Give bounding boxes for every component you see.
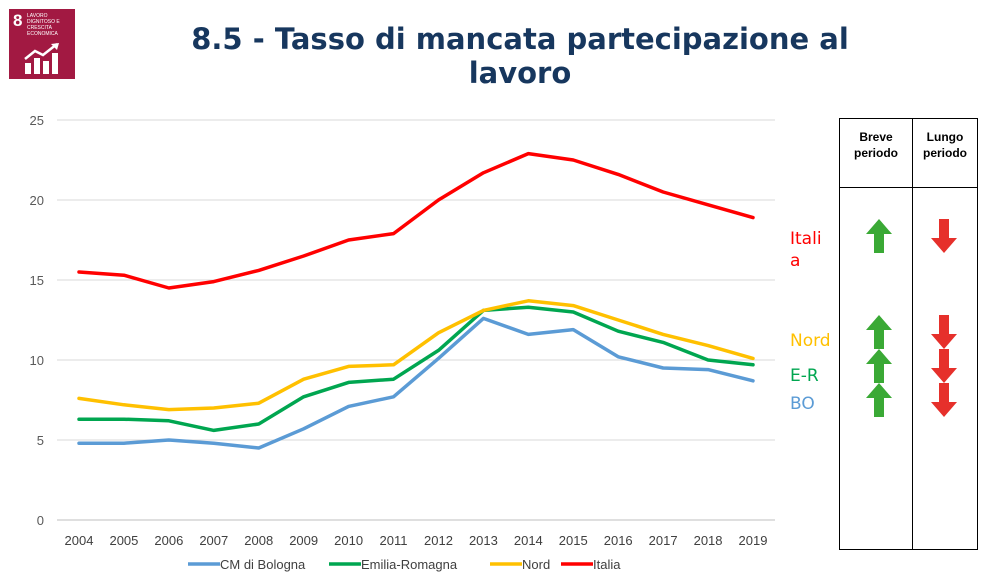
sdg-8-logo: 8 LAVORO DIGNITOSO E CRESCITA ECONOMICA (9, 9, 75, 79)
y-tick-label: 20 (30, 193, 44, 208)
series-line-italia (77, 151, 755, 290)
x-tick-label: 2004 (65, 533, 94, 548)
legend-label: Emilia-Romagna (361, 557, 458, 572)
label-bo: BO (790, 394, 815, 414)
label-er: E-R (790, 366, 819, 386)
x-tick-label: 2011 (380, 533, 408, 548)
x-tick-label: 2005 (109, 533, 138, 548)
series-line-nord (77, 299, 755, 412)
series-line-emilia-romagna (77, 305, 755, 433)
logo-number: 8 (13, 11, 23, 30)
line-chart: 0 5 10 15 20 25 2004 2005 2006 2007 2008 2009 2010 2… (30, 113, 775, 572)
x-tick-label: 2012 (424, 533, 453, 548)
x-tick-label: 2008 (244, 533, 273, 548)
header-breve-2: periodo (854, 146, 898, 160)
arrow-up-icon (866, 315, 892, 353)
y-tick-label: 5 (37, 433, 44, 448)
x-tick-label: 2013 (469, 533, 498, 548)
arrow-up-icon (866, 349, 892, 387)
arrow-down-icon (931, 383, 957, 421)
arrow-down-icon (931, 315, 957, 353)
x-tick-label: 2015 (559, 533, 588, 548)
legend-label: Nord (522, 557, 550, 572)
label-italia-2: a (790, 251, 801, 271)
y-tick-label: 15 (30, 273, 44, 288)
header-breve-periodo: Breve periodo (840, 129, 912, 161)
x-tick-label: 2018 (694, 533, 723, 548)
arrow-up-icon (866, 219, 892, 257)
x-tick-label: 2014 (514, 533, 543, 548)
page-title: 8.5 - Tasso di mancata partecipazione al… (191, 22, 849, 90)
header-lungo-1: Lungo (926, 130, 964, 144)
x-tick-label: 2006 (154, 533, 183, 548)
y-tick-label: 25 (30, 113, 44, 128)
legend-label: Italia (593, 557, 621, 572)
y-tick-label: 0 (37, 513, 44, 528)
x-tick-label: 2009 (289, 533, 318, 548)
logo-text: LAVORO DIGNITOSO E CRESCITA ECONOMICA (27, 13, 60, 37)
x-tick-label: 2010 (334, 533, 363, 548)
arrow-down-icon (931, 349, 957, 387)
x-tick-label: 2017 (649, 533, 678, 548)
y-tick-label: 10 (30, 353, 44, 368)
x-tick-label: 2016 (604, 533, 633, 548)
label-italia: Itali a (790, 228, 822, 272)
legend-label: CM di Bologna (220, 557, 306, 572)
trend-table-header (840, 119, 977, 188)
arrow-down-icon (931, 219, 957, 257)
growth-chart-icon (24, 43, 59, 74)
header-breve-1: Breve (859, 130, 893, 144)
header-lungo-2: periodo (923, 146, 967, 160)
header-lungo-periodo: Lungo periodo (913, 129, 977, 161)
label-italia-1: Itali (790, 229, 822, 249)
label-nord: Nord (790, 331, 831, 351)
x-tick-label: 2007 (199, 533, 228, 548)
arrow-up-icon (866, 383, 892, 421)
series-line-cm-di-bologna (77, 316, 755, 450)
trend-table-divider (912, 119, 913, 549)
x-tick-label: 2019 (739, 533, 768, 548)
trend-table: Breve periodo Lungo periodo (839, 118, 978, 550)
